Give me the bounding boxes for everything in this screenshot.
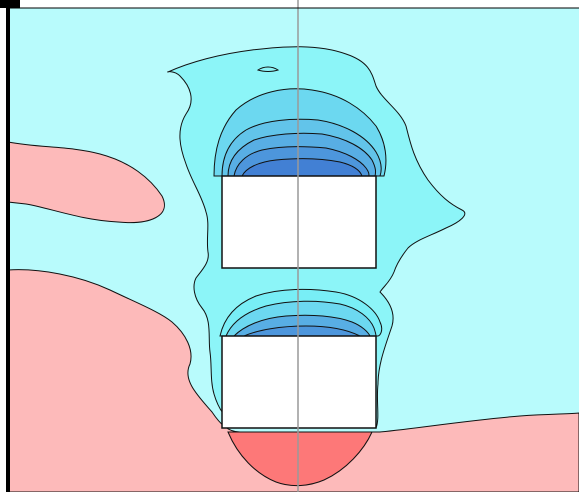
pink-region-lower [7, 269, 579, 492]
pink-region-left-upper [7, 141, 165, 224]
contour-lower-4 [243, 325, 361, 337]
upper-obstacle [221, 175, 377, 269]
contour-upper-5 [241, 158, 363, 177]
frame-corner-mark [0, 0, 20, 8]
lower-obstacle [221, 335, 377, 429]
small-contour-top [256, 66, 280, 72]
red-region-bottom [227, 431, 373, 487]
